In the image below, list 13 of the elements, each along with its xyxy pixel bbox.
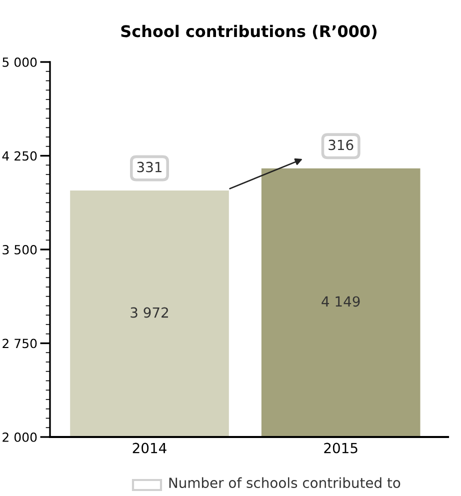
y-tick-label: 3 500 (2, 244, 37, 254)
data-label: 3 972 (130, 307, 168, 318)
y-tick-label: 2 000 (2, 432, 37, 442)
annotation: 316 (328, 140, 354, 150)
y-tick-label: 5 000 (2, 57, 37, 67)
y-tick-label: 2 750 (2, 338, 37, 348)
y-tick-label: 4 250 (2, 151, 37, 161)
x-tick-label: 2015 (324, 442, 358, 454)
chart-title: School contributions (R’000) (121, 24, 377, 40)
text: Number of schools contributed to (169, 477, 400, 488)
x-tick-label: 2014 (132, 442, 166, 454)
data-label: 4 149 (322, 296, 360, 307)
annotation: 331 (137, 162, 162, 172)
